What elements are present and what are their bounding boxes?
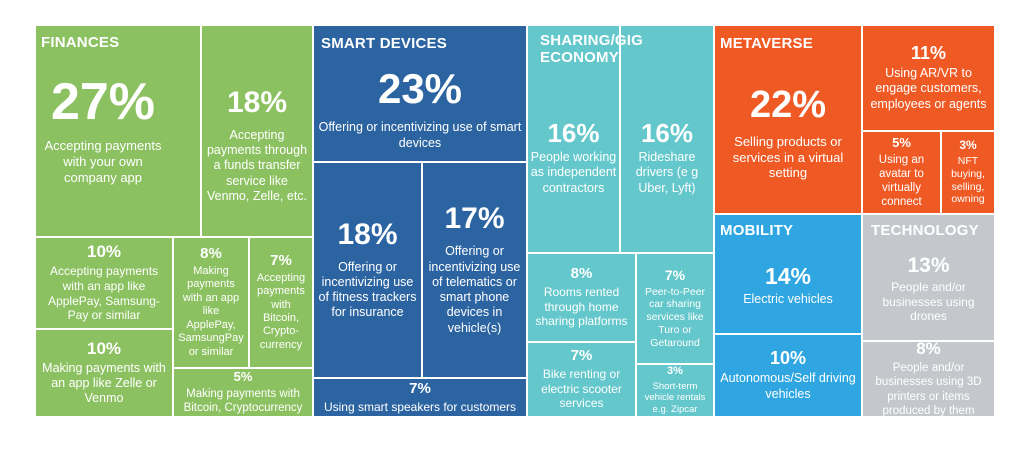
item-label: Autonomous/Self driving vehicles bbox=[720, 371, 856, 401]
value-label: 3% bbox=[959, 137, 977, 152]
treemap-cell: 8% Rooms rented through home sharing plat… bbox=[527, 253, 636, 342]
treemap-cell: 16% Rideshare drivers (e g Uber, Lyft) bbox=[620, 25, 714, 253]
treemap-cell: 17% Offering or incentivizing use of tele… bbox=[422, 162, 527, 378]
item-label: Bike renting or electric scooter service… bbox=[541, 367, 622, 411]
treemap-cell: 27% Accepting payments with your own comp… bbox=[35, 25, 201, 237]
value-label: 14% bbox=[764, 262, 812, 289]
treemap-cell: 16% People working as independent contrac… bbox=[527, 25, 620, 253]
item-label: Using an avatar to virtually connect bbox=[878, 153, 925, 209]
item-label: Offering or incentivizing use of telemat… bbox=[428, 244, 521, 335]
value-label: 18% bbox=[337, 217, 398, 251]
value-label: 16% bbox=[547, 118, 600, 149]
treemap-cell: 10% Making payments with an app like Zell… bbox=[35, 329, 173, 417]
category-label: SHARING/GIG ECONOMY bbox=[540, 32, 644, 67]
value-label: 7% bbox=[409, 379, 431, 397]
value-label: 10% bbox=[86, 242, 122, 262]
treemap-cell: 7% Peer-to-Peer car sharing services like… bbox=[636, 253, 714, 364]
treemap-cell: 10% Autonomous/Self driving vehicles bbox=[714, 334, 862, 417]
category-label: FINANCES bbox=[41, 34, 120, 51]
treemap-cell: 7% Accepting payments with Bitcoin, Crypt… bbox=[249, 237, 313, 368]
item-label: Selling products or services in a virtua… bbox=[732, 133, 844, 181]
value-label: 8% bbox=[916, 341, 941, 359]
treemap-cell: 8% People and/or businesses using 3D prin… bbox=[862, 341, 995, 417]
treemap-cell: 5% Using an avatar to virtually connect bbox=[862, 131, 941, 214]
value-label: 22% bbox=[749, 83, 827, 126]
value-label: 11% bbox=[910, 43, 947, 64]
value-label: 27% bbox=[50, 73, 156, 132]
item-label: People and/or businesses using 3D printe… bbox=[875, 362, 982, 417]
category-label: TECHNOLOGY bbox=[871, 222, 979, 239]
treemap-cell: 3% Short-term vehicle rentals e.g. Zipcar bbox=[636, 364, 714, 417]
item-label: Accepting payments with Bitcoin, Crypto-… bbox=[256, 271, 306, 351]
item-label: Electric vehicles bbox=[743, 291, 833, 306]
value-label: 16% bbox=[640, 118, 694, 149]
value-label: 5% bbox=[892, 134, 911, 150]
item-label: Accepting payments with your own company… bbox=[44, 138, 162, 185]
treemap-cell: 14% Electric vehicles bbox=[714, 214, 862, 334]
treemap-cell: 10% Accepting payments with an app like A… bbox=[35, 237, 173, 329]
treemap-cell: 23% Offering or incentivizing use of smar… bbox=[313, 25, 527, 162]
item-label: Making payments with an app like Zelle o… bbox=[42, 360, 166, 406]
value-label: 3% bbox=[667, 364, 683, 377]
value-label: 17% bbox=[444, 202, 505, 236]
item-label: Peer-to-Peer car sharing services like T… bbox=[644, 285, 706, 349]
item-label: Accepting payments with an app like Appl… bbox=[48, 264, 160, 323]
value-label: 8% bbox=[570, 265, 593, 283]
value-label: 23% bbox=[377, 65, 463, 113]
category-label: METAVERSE bbox=[720, 35, 813, 52]
category-label: MOBILITY bbox=[720, 222, 794, 239]
treemap-cell: 3% NFT buying, selling, owning bbox=[941, 131, 995, 214]
value-label: 13% bbox=[907, 254, 950, 278]
item-label: People and/or businesses using drones bbox=[882, 280, 975, 324]
item-label: Using smart speakers for customers bbox=[323, 399, 517, 414]
item-label: Rooms rented through home sharing platfo… bbox=[535, 285, 628, 329]
treemap-cell: 11% Using AR/VR to engage customers, empl… bbox=[862, 25, 995, 131]
value-label: 18% bbox=[226, 85, 288, 119]
item-label: Making payments with Bitcoin, Cryptocurr… bbox=[183, 387, 303, 414]
treemap-cell: 13% People and/or businesses using drones bbox=[862, 214, 995, 341]
item-label: Using AR/VR to engage customers, employe… bbox=[870, 66, 987, 111]
item-label: Offering or incentivizing use of fitness… bbox=[318, 259, 417, 320]
value-label: 7% bbox=[270, 251, 292, 269]
treemap-cell: 18% Offering or incentivizing use of fitn… bbox=[313, 162, 422, 378]
value-label: 8% bbox=[200, 245, 222, 263]
treemap-cell: 7% Using smart speakers for customers bbox=[313, 378, 527, 417]
value-label: 7% bbox=[664, 266, 686, 283]
value-label: 10% bbox=[86, 338, 122, 358]
value-label: 7% bbox=[570, 347, 593, 365]
item-label: Offering or incentivizing use of smart d… bbox=[318, 120, 522, 150]
treemap-cell: 5% Making payments with Bitcoin, Cryptocu… bbox=[173, 368, 313, 417]
item-label: NFT buying, selling, owning bbox=[951, 154, 985, 206]
item-label: Making payments with an app like ApplePa… bbox=[178, 265, 244, 358]
treemap-cell: 18% Accepting payments through a funds tr… bbox=[201, 25, 313, 237]
treemap-cell: 7% Bike renting or electric scooter servi… bbox=[527, 342, 636, 417]
treemap-cell: 8% Making payments with an app like Apple… bbox=[173, 237, 249, 368]
item-label: Rideshare drivers (e g Uber, Lyft) bbox=[635, 150, 699, 195]
value-label: 10% bbox=[769, 348, 807, 369]
category-label: SMART DEVICES bbox=[321, 35, 447, 52]
treemap-cell: 22% Selling products or services in a vir… bbox=[714, 25, 862, 214]
item-label: Short-term vehicle rentals e.g. Zipcar bbox=[644, 380, 706, 415]
item-label: Accepting payments through a funds trans… bbox=[206, 127, 308, 203]
item-label: People working as independent contractor… bbox=[530, 150, 617, 195]
value-label: 5% bbox=[233, 368, 253, 384]
